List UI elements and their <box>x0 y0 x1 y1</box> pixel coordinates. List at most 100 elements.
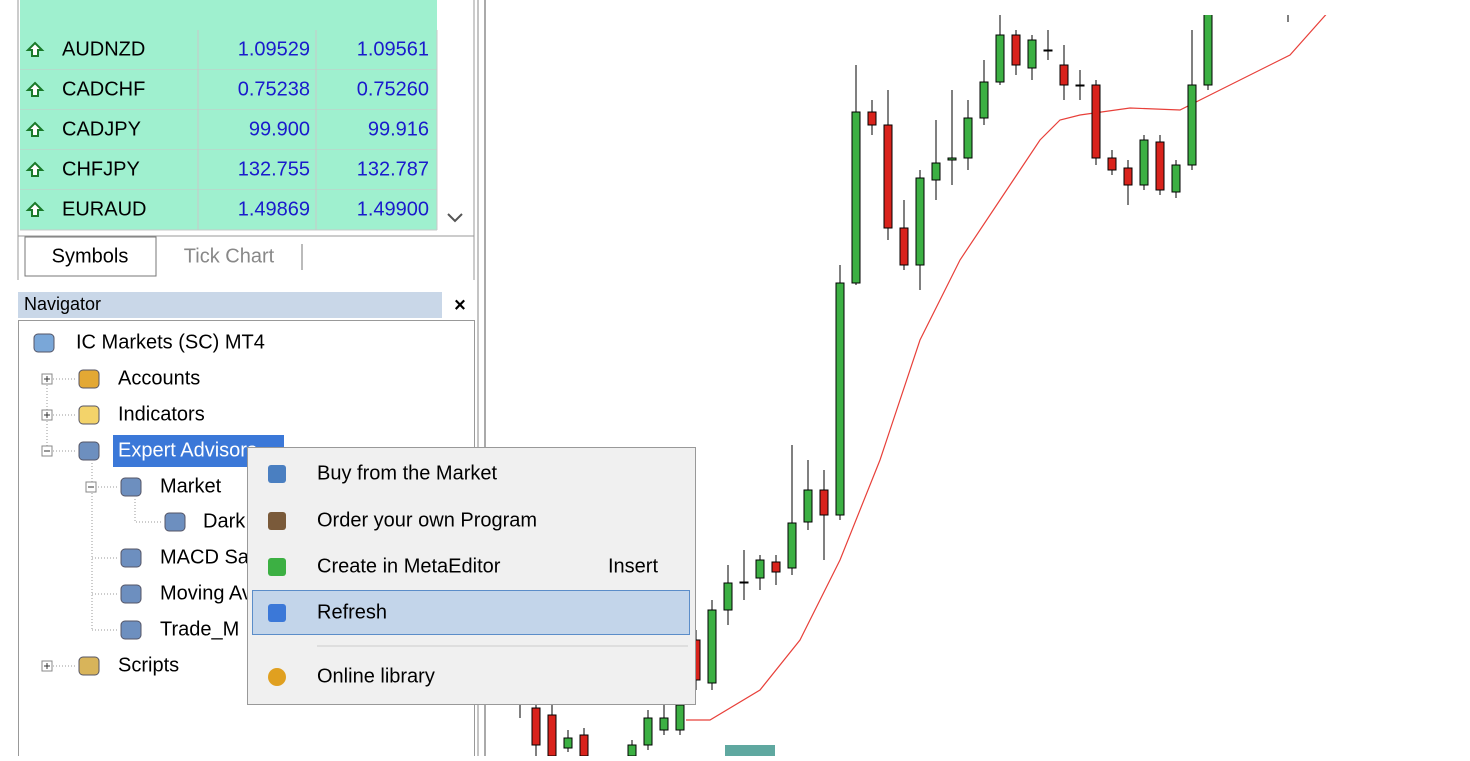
tree: IC Markets (SC) MT4 Accounts Indicators Exp… <box>33 331 303 676</box>
candle <box>723 582 733 611</box>
bid: 132.755 <box>238 158 310 180</box>
tree-icon <box>120 477 142 497</box>
context-menu <box>247 447 696 705</box>
candle <box>1171 164 1181 193</box>
bid: 0.75238 <box>238 78 310 100</box>
candle <box>995 34 1005 83</box>
navigator-header <box>18 292 442 318</box>
tab-symbols[interactable]: Symbols <box>52 245 129 267</box>
expander-sign <box>44 376 50 382</box>
menu-item[interactable]: Create in MetaEditor <box>317 555 501 577</box>
symbol: CADJPY <box>62 118 141 140</box>
marker <box>725 745 775 756</box>
tree-icon <box>164 512 186 532</box>
tree-item[interactable]: Trade_M <box>160 618 239 640</box>
symbol: EURAUD <box>62 198 146 220</box>
symbol: CHFJPY <box>62 158 140 180</box>
candle <box>867 111 877 126</box>
symbol: CADCHF <box>62 78 145 100</box>
scroll-down[interactable] <box>447 213 463 223</box>
candle <box>963 117 973 159</box>
candle <box>915 177 925 266</box>
up-arrow <box>25 201 45 217</box>
candle <box>1043 49 1053 52</box>
candle <box>579 734 589 756</box>
candle <box>643 717 653 746</box>
tree-icon <box>78 369 100 389</box>
candle <box>883 124 893 229</box>
candle <box>1123 167 1133 186</box>
candle <box>1091 84 1101 159</box>
menu-icon <box>268 604 286 622</box>
menu-items: Buy from the Market Order your own Progra… <box>268 462 658 687</box>
row[interactable] <box>20 190 437 230</box>
candle <box>755 559 765 579</box>
menu-highlight <box>252 590 690 635</box>
candle <box>851 111 861 284</box>
menu-icon <box>268 558 286 576</box>
price-chart <box>519 15 1327 756</box>
cut-row <box>20 0 437 30</box>
candle <box>707 609 717 684</box>
moving-average <box>686 15 1327 721</box>
close-button[interactable]: × <box>454 294 466 316</box>
candle <box>979 81 989 119</box>
tree-item[interactable]: Scripts <box>118 654 179 676</box>
tree-item[interactable]: Accounts <box>118 367 200 389</box>
candle <box>627 744 637 756</box>
menu-item[interactable]: Order your own Program <box>317 509 537 531</box>
candle <box>659 717 669 731</box>
tree-icon <box>78 405 100 425</box>
tree-icon <box>33 333 55 353</box>
menu-item[interactable]: Buy from the Market <box>317 462 498 484</box>
candle <box>947 157 957 161</box>
tree-icon <box>120 620 142 640</box>
tree-item[interactable]: IC Markets (SC) MT4 <box>76 331 265 353</box>
tree-item[interactable]: Expert Advisors <box>118 439 257 461</box>
candle <box>1011 34 1021 66</box>
row[interactable] <box>20 30 437 70</box>
market-watch: AUDNZD 1.09529 1.09561 CADCHF 0.75238 0.75260… <box>20 30 438 231</box>
row[interactable] <box>20 110 437 150</box>
candle <box>1155 141 1165 191</box>
navigator-title: Navigator <box>24 294 101 314</box>
candle <box>787 522 797 569</box>
row[interactable] <box>20 150 437 190</box>
candle <box>1075 84 1085 87</box>
menu-shortcut: Insert <box>608 555 658 577</box>
candle <box>835 282 845 516</box>
up-arrow <box>25 161 45 177</box>
tree-icon <box>78 656 100 676</box>
menu-icon <box>268 668 286 686</box>
candle <box>547 714 557 756</box>
candle <box>1139 139 1149 186</box>
menu-item[interactable]: Online library <box>317 665 435 687</box>
ask: 99.916 <box>368 118 429 140</box>
menu-icon <box>268 465 286 483</box>
tree-item[interactable]: Market <box>160 475 222 497</box>
candle <box>1059 64 1069 86</box>
menu-icon <box>268 512 286 530</box>
ask: 0.75260 <box>357 78 429 100</box>
row[interactable] <box>20 70 437 110</box>
tab-active[interactable] <box>24 236 157 277</box>
tree-item[interactable]: Dark <box>203 510 246 532</box>
tree-icon <box>120 548 142 568</box>
expander-sign <box>44 412 50 418</box>
menu-item[interactable]: Refresh <box>317 601 387 623</box>
up-arrow <box>25 121 45 137</box>
bid: 99.900 <box>249 118 310 140</box>
tree-item[interactable]: Indicators <box>118 403 205 425</box>
bid: 1.09529 <box>238 38 310 60</box>
candle <box>771 561 781 573</box>
candle <box>1107 157 1117 171</box>
candle <box>819 489 829 516</box>
tab-tick-chart[interactable]: Tick Chart <box>184 245 275 267</box>
candle <box>1027 39 1037 69</box>
candle <box>899 227 909 266</box>
up-arrow <box>25 41 45 57</box>
expander-sign <box>44 663 50 669</box>
scrollbar[interactable] <box>438 0 472 234</box>
